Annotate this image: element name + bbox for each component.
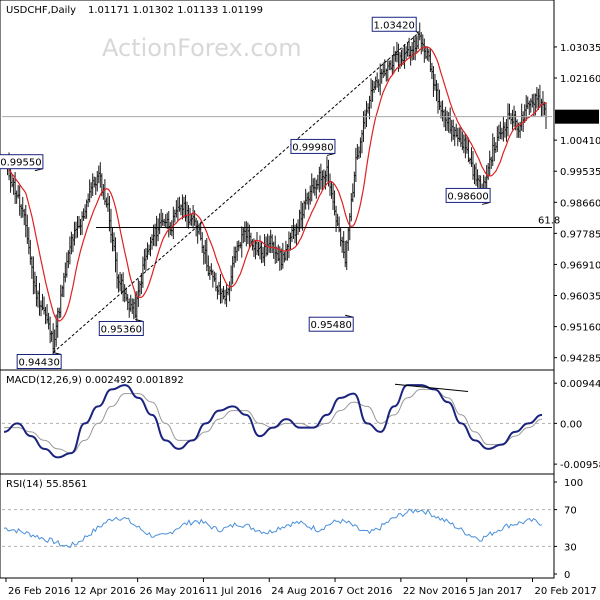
moving-average-line — [5, 46, 547, 322]
annotation-label: 0.95480 — [311, 320, 352, 331]
annotation-box: 0.95480 — [308, 314, 354, 332]
price-y-tick-label: 0.98660 — [560, 198, 600, 209]
rsi-layer — [2, 508, 552, 548]
price-y-tick-label: 1.03035 — [560, 43, 600, 54]
annotation-box: 1.03420 — [371, 16, 419, 34]
x-tick-label: 12 Apr 2016 — [74, 586, 136, 597]
macd-divergence-line — [394, 383, 469, 392]
current-price-label: 1.01199 — [558, 113, 599, 124]
macd-header: MACD(12,26,9) 0.002492 0.001892 — [6, 375, 184, 386]
ohlc-bars — [4, 22, 548, 356]
annotation-box: 0.94430 — [16, 352, 62, 370]
macd-y-tick-label: 0.00 — [560, 419, 582, 430]
annotation-frame — [371, 16, 417, 32]
trendline — [52, 32, 419, 353]
rsi-y-tick-label: 0 — [564, 570, 570, 581]
x-tick-label: 5 Jan 2017 — [469, 586, 523, 597]
annotation-frame — [308, 316, 354, 332]
current-price-badge — [555, 109, 599, 124]
rsi-header: RSI(14) 55.8561 — [6, 479, 87, 490]
rsi-y-tick-label: 30 — [564, 542, 577, 553]
annotation-box: 0.99550 — [0, 154, 44, 172]
rsi-y-tick-label: 100 — [564, 478, 583, 489]
annotation-frame — [16, 354, 62, 370]
macd-layer — [2, 383, 552, 459]
price-y-tick-label: 0.99535 — [560, 167, 600, 178]
price-y-tick-label: 1.02160 — [560, 74, 600, 85]
x-tick-label: 7 Oct 2016 — [337, 586, 392, 597]
annotation-box: 0.95360 — [98, 318, 144, 336]
rsi-panel-frame — [0, 473, 555, 579]
x-tick-label: 11 Jul 2016 — [205, 586, 262, 597]
annotation-label: 0.99980 — [292, 142, 333, 153]
fib-618-label: 61.8 — [538, 216, 560, 227]
annotation-frame — [98, 320, 144, 336]
price-y-tick-label: 0.94285 — [560, 354, 600, 365]
annotation-label: 0.94430 — [18, 358, 59, 369]
macd-y-tick-label: 0.009446 — [560, 379, 600, 390]
macd-line — [3, 384, 543, 459]
price-y-tick-label: 0.97785 — [560, 229, 600, 240]
annotation-label: 0.99550 — [0, 158, 41, 169]
annotation-frame — [0, 154, 44, 170]
price-y-tick-label: 1.00410 — [560, 136, 600, 147]
x-tick-label: 26 Feb 2016 — [8, 586, 70, 597]
x-tick-label: 26 May 2016 — [140, 586, 205, 597]
symbol-label: USDCHF,Daily — [6, 5, 76, 16]
annotation-frame — [445, 187, 491, 203]
annotation-label: 0.95360 — [101, 324, 142, 335]
x-tick-label: 22 Nov 2016 — [403, 586, 467, 597]
price-y-tick-label: 0.96910 — [560, 260, 600, 271]
price-y-tick-label: 0.96035 — [560, 292, 600, 303]
x-tick-label: 20 Feb 2017 — [535, 586, 597, 597]
annotation-box: 0.98600 — [445, 187, 491, 205]
rsi-line — [3, 508, 543, 548]
x-tick-label: 24 Aug 2016 — [271, 586, 335, 597]
price-y-tick-label: 0.95160 — [560, 323, 600, 334]
macd-y-tick-label: -0.009588 — [560, 460, 600, 471]
rsi-y-tick-label: 70 — [564, 506, 577, 517]
annotation-frame — [290, 138, 336, 154]
price-layer: 61.8 0.99550 0.94430 0.95360 0.99980 0.95480 1… — [0, 16, 560, 370]
annotation-box: 0.99980 — [290, 138, 336, 156]
ohlc-readout: 1.01171 1.01302 1.01133 1.01199 — [88, 5, 263, 16]
axes-layer: 1.03035 1.02160 1.00410 0.99535 0.98660 0.977… — [5, 43, 600, 597]
annotation-label: 1.03420 — [374, 20, 415, 31]
watermark: ActionForex.com — [102, 34, 302, 62]
annotation-label: 0.98600 — [447, 191, 488, 202]
macd-panel-frame — [0, 369, 555, 475]
